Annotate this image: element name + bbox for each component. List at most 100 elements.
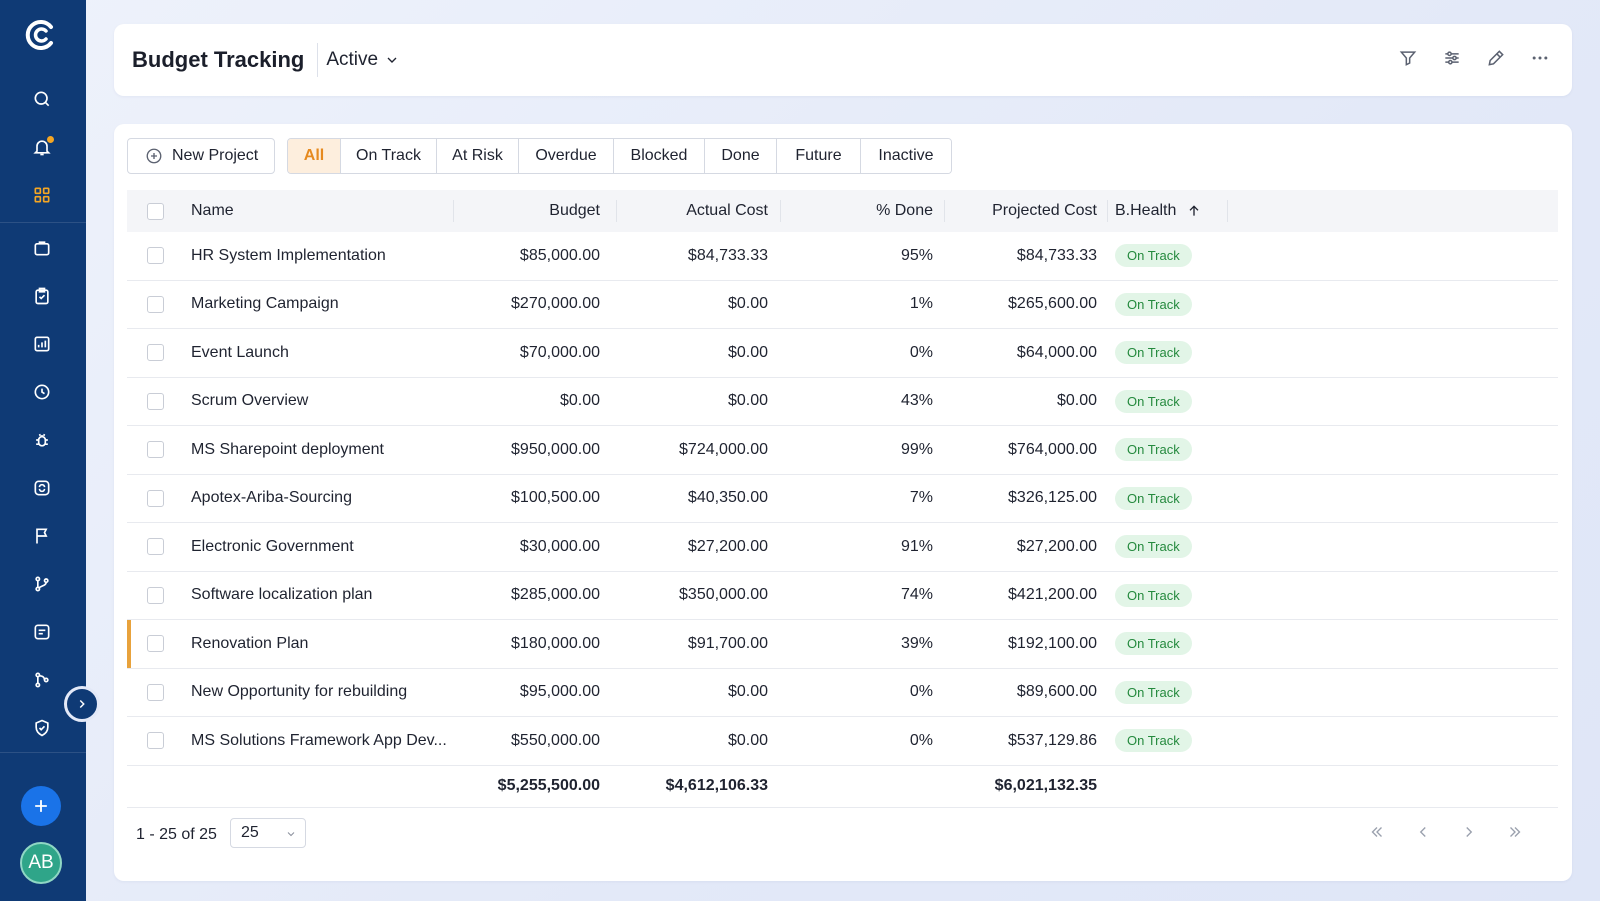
project-name[interactable]: Apotex-Ariba-Sourcing xyxy=(191,489,352,507)
row-checkbox[interactable] xyxy=(146,635,164,653)
column-header-name[interactable]: Name xyxy=(191,202,234,219)
filter-tab-done[interactable]: Done xyxy=(705,139,777,173)
sync-icon[interactable] xyxy=(29,475,55,501)
project-name[interactable]: Software localization plan xyxy=(191,586,373,604)
next-page-icon[interactable] xyxy=(1460,823,1478,841)
project-name[interactable]: MS Sharepoint deployment xyxy=(191,440,384,458)
sidebar-expand-button[interactable] xyxy=(64,686,100,722)
column-header-projected-cost[interactable]: Projected Cost xyxy=(992,202,1097,219)
row-checkbox[interactable] xyxy=(146,489,164,507)
project-name[interactable]: Marketing Campaign xyxy=(191,295,339,313)
clock-icon[interactable] xyxy=(29,379,55,405)
document-list-icon[interactable] xyxy=(29,619,55,645)
column-header-budget[interactable]: Budget xyxy=(549,202,600,219)
total-budget: $5,255,500.00 xyxy=(497,777,600,794)
table-row[interactable]: MS Sharepoint deployment $950,000.00 $724,… xyxy=(127,426,1558,475)
project-name[interactable]: Scrum Overview xyxy=(191,392,309,410)
budget-cell: $550,000.00 xyxy=(511,731,600,749)
column-header-actual-cost[interactable]: Actual Cost xyxy=(686,202,768,219)
projected-cost-cell: $192,100.00 xyxy=(1008,634,1097,652)
new-project-button[interactable]: New Project xyxy=(127,138,275,174)
first-page-icon[interactable] xyxy=(1368,823,1386,841)
last-page-icon[interactable] xyxy=(1506,823,1524,841)
row-select-cell xyxy=(127,683,183,701)
row-checkbox[interactable] xyxy=(146,344,164,362)
add-button[interactable] xyxy=(21,786,61,826)
column-header-pct-done[interactable]: % Done xyxy=(876,202,933,219)
filter-tab-future[interactable]: Future xyxy=(777,139,861,173)
table-row[interactable]: Apotex-Ariba-Sourcing $100,500.00 $40,350.… xyxy=(127,475,1558,523)
status-filter-tabs: All On Track At Risk Overdue Blocked Don… xyxy=(287,138,952,174)
health-cell: On Track xyxy=(1105,438,1225,462)
filter-icon[interactable] xyxy=(1398,48,1418,68)
projected-cost-cell: $0.00 xyxy=(1056,392,1097,410)
table-row[interactable]: Electronic Government $30,000.00 $27,200.0… xyxy=(127,523,1558,572)
grid-icon[interactable] xyxy=(29,182,55,208)
actual-cost-cell: $84,733.33 xyxy=(687,246,768,264)
row-checkbox[interactable] xyxy=(146,538,164,556)
status-badge: On Track xyxy=(1115,583,1192,607)
status-badge: On Track xyxy=(1115,341,1192,365)
status-badge: On Track xyxy=(1115,389,1192,413)
row-checkbox[interactable] xyxy=(146,392,164,410)
table-row[interactable]: HR System Implementation $85,000.00 $84,73… xyxy=(127,232,1558,281)
filter-tab-at-risk[interactable]: At Risk xyxy=(437,139,519,173)
filter-tab-all[interactable]: All xyxy=(288,139,341,173)
table-row[interactable]: Renovation Plan $180,000.00 $91,700.00 39% $… xyxy=(127,620,1558,669)
search-icon[interactable] xyxy=(29,86,55,112)
main-content: New Project All On Track At Risk Overdue… xyxy=(114,124,1572,881)
report-chart-icon[interactable] xyxy=(29,331,55,357)
status-dropdown-value: Active xyxy=(326,49,379,70)
row-select-cell xyxy=(127,247,183,265)
select-all-checkbox[interactable] xyxy=(146,202,164,220)
filter-tab-blocked[interactable]: Blocked xyxy=(614,139,705,173)
table-row[interactable]: Scrum Overview $0.00 $0.00 43% $0.00 On Track xyxy=(127,378,1558,426)
pct-done-cell: 0% xyxy=(909,343,933,361)
column-header-health[interactable]: B.Health xyxy=(1105,202,1225,220)
page-size-select[interactable]: 25 xyxy=(230,818,306,848)
table-row[interactable]: MS Solutions Framework App Dev... $550,00… xyxy=(127,717,1558,766)
bug-icon[interactable] xyxy=(29,427,55,453)
column-divider xyxy=(1227,200,1228,222)
project-name[interactable]: New Opportunity for rebuilding xyxy=(191,683,408,701)
edit-icon[interactable] xyxy=(1486,48,1506,68)
pct-done-cell: 7% xyxy=(909,489,933,507)
table-row[interactable]: Software localization plan $285,000.00 $35… xyxy=(127,572,1558,620)
budget-cell: $180,000.00 xyxy=(511,634,600,652)
filter-tab-overdue[interactable]: Overdue xyxy=(519,139,614,173)
table-row[interactable]: Event Launch $70,000.00 $0.00 0% $64,000.00 O… xyxy=(127,329,1558,378)
project-name[interactable]: HR System Implementation xyxy=(191,246,386,264)
row-checkbox[interactable] xyxy=(146,732,164,750)
filter-tab-inactive[interactable]: Inactive xyxy=(861,139,951,173)
filter-tab-on-track[interactable]: On Track xyxy=(341,139,437,173)
project-name[interactable]: Renovation Plan xyxy=(191,634,309,652)
git-branch-icon[interactable] xyxy=(29,571,55,597)
shield-icon[interactable] xyxy=(29,715,55,741)
health-cell: On Track xyxy=(1105,389,1225,413)
table-row[interactable]: Marketing Campaign $270,000.00 $0.00 1% $265… xyxy=(127,281,1558,329)
row-checkbox[interactable] xyxy=(146,295,164,313)
projected-cost-cell: $764,000.00 xyxy=(1008,440,1097,458)
avatar[interactable]: AB xyxy=(20,842,62,884)
bell-icon[interactable] xyxy=(29,134,55,160)
status-badge: On Track xyxy=(1115,680,1192,704)
row-checkbox[interactable] xyxy=(146,247,164,265)
merge-icon[interactable] xyxy=(29,667,55,693)
actual-cost-cell: $91,700.00 xyxy=(687,634,768,652)
sliders-icon[interactable] xyxy=(1442,48,1462,68)
row-checkbox[interactable] xyxy=(146,586,164,604)
project-name[interactable]: MS Solutions Framework App Dev... xyxy=(191,731,447,749)
flag-icon[interactable] xyxy=(29,523,55,549)
app-logo-icon[interactable] xyxy=(22,17,58,53)
briefcase-icon[interactable] xyxy=(29,235,55,261)
column-divider xyxy=(1107,200,1108,222)
row-checkbox[interactable] xyxy=(146,441,164,459)
table-row[interactable]: New Opportunity for rebuilding $95,000.00… xyxy=(127,669,1558,717)
previous-page-icon[interactable] xyxy=(1414,823,1432,841)
status-dropdown[interactable]: Active xyxy=(326,49,400,71)
clipboard-icon[interactable] xyxy=(29,283,55,309)
more-options-icon[interactable] xyxy=(1530,48,1550,68)
project-name[interactable]: Event Launch xyxy=(191,343,289,361)
project-name[interactable]: Electronic Government xyxy=(191,537,354,555)
row-checkbox[interactable] xyxy=(146,683,164,701)
